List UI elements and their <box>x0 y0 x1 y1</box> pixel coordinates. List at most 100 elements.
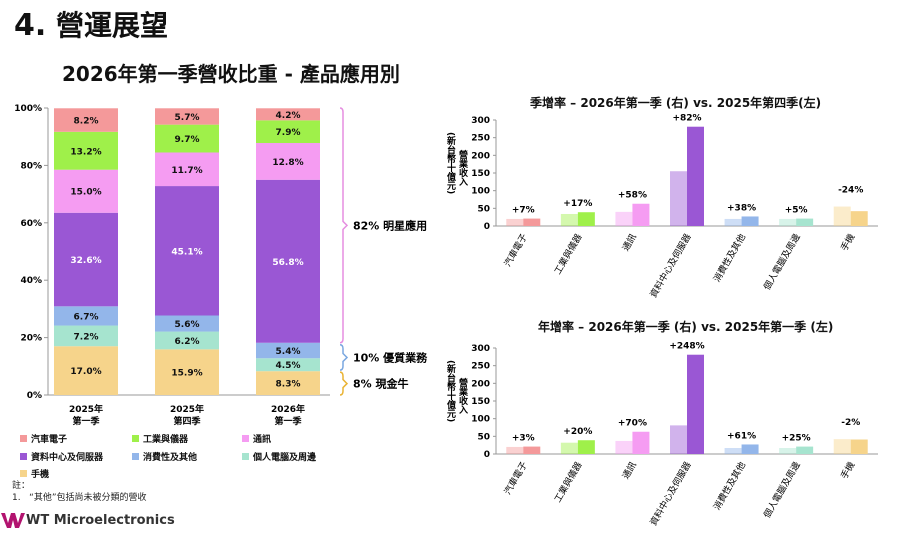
y-tick-label: 300 <box>471 344 490 354</box>
bar-prior-consumer <box>724 447 742 454</box>
y-tick-label: 0 <box>484 450 490 460</box>
legend-item-auto: 汽車電子 <box>20 432 67 445</box>
stacked-revenue-chart: 0% 20% 40% 60% 80% 100% 17.0% 7.2% 6.7% 32.6% 15.0… <box>14 104 428 427</box>
legend-item-industrial: 工業與儀器 <box>132 432 188 445</box>
y-tick-label: 250 <box>471 134 490 144</box>
y-tick-label: 100 <box>471 187 490 197</box>
bar-segment-consumer <box>155 315 219 332</box>
y-tick-label: 0 <box>484 222 490 232</box>
growth-label: +3% <box>512 434 535 444</box>
bar-segment-comm <box>256 143 320 180</box>
growth-label: +70% <box>618 419 647 429</box>
bar-segment-handset <box>155 349 219 395</box>
quality-bracket <box>339 344 349 371</box>
y-axis-label: 營業收入 <box>457 149 469 187</box>
growth-label: +25% <box>782 434 811 444</box>
x-tick-label: 個人電腦及周邊 <box>761 232 803 293</box>
bar-prior-auto <box>506 446 524 454</box>
bar-segment-auto <box>155 108 219 125</box>
data-label: 12.8% <box>272 158 303 168</box>
growth-label: +5% <box>785 206 808 216</box>
bar-current-handset <box>850 211 868 226</box>
footnote: 註： 1. “其他”包括尚未被分類的營收 <box>12 480 147 504</box>
section-title: 4. 營運展望 <box>14 4 168 44</box>
data-label: 17.0% <box>70 367 101 377</box>
legend-label-comm: 通訊 <box>253 435 272 445</box>
logo-text: WT Microelectronics <box>26 512 175 528</box>
x-tick-label: 汽車電子 <box>501 460 529 497</box>
legend-label-consumer: 消費性及其他 <box>143 453 198 463</box>
y-axis-label: 營業收入 <box>457 377 469 415</box>
bar-current-industrial <box>577 440 595 454</box>
x-tick-label: 工業與儀器 <box>552 232 585 277</box>
legend-item-datacenter: 資料中心及伺服器 <box>20 450 103 463</box>
legend-swatch-consumer <box>132 453 139 460</box>
bar-prior-auto <box>506 218 524 226</box>
bar-segment-datacenter <box>155 186 219 316</box>
x-tick-label: 2025年 <box>170 403 204 415</box>
y-tick-label: 100 <box>471 415 490 425</box>
bar-segment-datacenter <box>54 212 118 307</box>
data-label: 56.8% <box>272 258 303 268</box>
bar-current-auto <box>523 218 541 226</box>
growth-label: +248% <box>669 342 704 352</box>
x-tick-label: 工業與儀器 <box>552 460 585 505</box>
data-label: 8.2% <box>74 117 99 127</box>
data-label: 7.2% <box>74 332 99 342</box>
y-tick-label: 0% <box>27 391 42 401</box>
bar-prior-datacenter <box>670 425 687 454</box>
bar-segment-industrial <box>155 124 219 153</box>
data-label: 7.9% <box>276 128 301 138</box>
bar-current-comm <box>632 203 650 226</box>
company-logo: WT Microelectronics <box>0 510 175 530</box>
page-subtitle: 2026年第一季營收比重 - 產品應用別 <box>62 62 400 86</box>
bar-segment-pc <box>155 331 219 350</box>
bar-current-consumer <box>741 216 759 226</box>
legend-label-handset: 手機 <box>31 470 50 480</box>
section-number: 4. <box>14 8 47 43</box>
legend-swatch-pc <box>242 453 249 460</box>
legend-swatch-auto <box>20 435 27 442</box>
x-tick-label: 第一季 <box>274 415 302 427</box>
data-label: 5.6% <box>175 320 200 330</box>
growth-label: +17% <box>563 199 592 209</box>
x-tick-label: 通訊 <box>620 232 639 254</box>
data-label: 4.2% <box>276 111 301 121</box>
growth-label: +7% <box>512 206 535 216</box>
bar-segment-industrial <box>256 120 320 144</box>
footnote-label: 註： <box>12 481 31 491</box>
x-tick-label: 消費性及其他 <box>711 460 748 513</box>
bar-current-industrial <box>577 212 595 226</box>
x-tick-label: 資料中心及伺服器 <box>647 232 693 300</box>
data-label: 5.7% <box>175 113 200 123</box>
x-tick-label: 2025年 <box>69 403 103 415</box>
bar-current-pc <box>796 218 814 226</box>
qoq-chart-title: 季增率 – 2026年第一季 (右) vs. 2025年第四季(左) <box>530 96 822 110</box>
star-label: 82% 明星應用 <box>353 218 427 232</box>
bar-segment-auto <box>256 108 320 121</box>
legend-item-pc: 個人電腦及周邊 <box>242 450 316 463</box>
legend-swatch-comm <box>242 435 249 442</box>
bar-segment-comm <box>54 169 118 213</box>
bar-segment-handset <box>256 371 320 395</box>
data-label: 15.0% <box>70 188 101 198</box>
data-label: 4.5% <box>276 361 301 371</box>
bar-prior-industrial <box>560 442 578 454</box>
y-tick-label: 150 <box>471 169 490 179</box>
legend-label-pc: 個人電腦及周邊 <box>253 453 317 463</box>
growth-label: -24% <box>838 186 863 196</box>
bar-prior-pc <box>779 218 797 226</box>
bar-current-auto <box>523 446 541 454</box>
y-axis-label-unit: (新台幣十億元) <box>445 132 456 194</box>
bar-segment-comm <box>155 152 219 187</box>
quality-label: 10% 優質業務 <box>353 350 428 364</box>
y-tick-label: 200 <box>471 379 490 389</box>
bar-current-consumer <box>741 444 759 454</box>
legend-label-auto: 汽車電子 <box>31 435 68 445</box>
yoy-chart-title: 年增率 – 2026年第一季 (右) vs. 2025年第一季 (左) <box>538 320 834 334</box>
bar-current-handset <box>850 439 868 454</box>
data-label: 15.9% <box>171 369 202 379</box>
bar-prior-handset <box>833 206 851 226</box>
y-axis-label-unit: (新台幣十億元) <box>445 360 456 422</box>
data-label: 45.1% <box>171 247 202 257</box>
